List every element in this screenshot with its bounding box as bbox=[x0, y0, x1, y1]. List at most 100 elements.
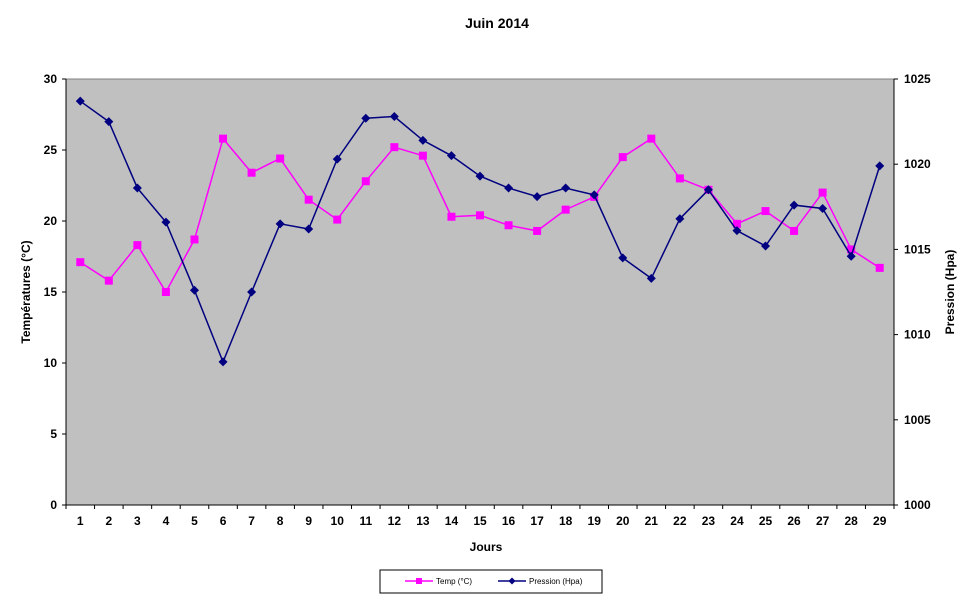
x-tick-label: 11 bbox=[359, 514, 372, 528]
data-point-temp bbox=[276, 154, 285, 163]
x-tick-label: 7 bbox=[248, 514, 255, 528]
data-point-temp bbox=[732, 219, 741, 228]
data-point-pression bbox=[189, 285, 199, 295]
x-tick-label: 24 bbox=[730, 514, 744, 528]
data-point-temp bbox=[390, 143, 399, 152]
left-tick-label: 25 bbox=[44, 143, 58, 157]
data-point-temp bbox=[361, 177, 370, 186]
left-tick-label: 30 bbox=[44, 72, 58, 86]
data-point-pression bbox=[132, 183, 142, 193]
x-tick-label: 10 bbox=[331, 514, 345, 528]
x-tick-label: 4 bbox=[163, 514, 170, 528]
data-point-pression bbox=[161, 217, 171, 227]
data-point-temp bbox=[675, 174, 684, 183]
x-tick-label: 17 bbox=[530, 514, 544, 528]
data-point-pression bbox=[561, 183, 571, 193]
data-point-pression bbox=[218, 357, 228, 367]
data-point-temp bbox=[104, 276, 113, 285]
left-tick-group: 0 5 10 15 20 25 30 bbox=[44, 72, 66, 512]
right-tick-label: 1005 bbox=[904, 413, 931, 427]
right-tick-label: 1025 bbox=[904, 72, 931, 86]
x-axis-label: Jours bbox=[470, 540, 503, 554]
data-point-pression bbox=[361, 113, 371, 123]
x-tick-label: 5 bbox=[191, 514, 198, 528]
x-axis-group: 1 2 3 4 5 6 7 8 9 10 11 12 13 14 15 16 17 18 19 20 21 22 23 24 2… bbox=[65, 504, 895, 528]
data-point-pression bbox=[732, 226, 742, 236]
data-point-temp bbox=[647, 134, 656, 143]
data-point-temp bbox=[447, 212, 456, 221]
x-tick-label: 13 bbox=[416, 514, 430, 528]
x-tick-label: 9 bbox=[305, 514, 312, 528]
legend: Temp (°C) Pression (Hpa) bbox=[379, 569, 603, 594]
x-tick-label: 19 bbox=[588, 514, 602, 528]
x-tick-label: 3 bbox=[134, 514, 141, 528]
left-tick-label: 5 bbox=[50, 427, 57, 441]
x-tick-label: 27 bbox=[816, 514, 830, 528]
data-point-pression bbox=[332, 154, 342, 164]
x-tick-label: 1 bbox=[77, 514, 84, 528]
data-point-temp bbox=[247, 168, 256, 177]
right-tick-label: 1010 bbox=[904, 328, 931, 342]
data-point-pression bbox=[703, 185, 713, 195]
data-point-temp bbox=[790, 226, 799, 235]
data-point-temp bbox=[476, 211, 484, 220]
x-tick-label: 20 bbox=[616, 514, 630, 528]
x-tick-label: 22 bbox=[673, 514, 687, 528]
left-tick-label: 15 bbox=[44, 285, 58, 299]
data-point-temp bbox=[847, 245, 856, 254]
x-tick-label: 12 bbox=[388, 514, 402, 528]
x-tick-label: 21 bbox=[645, 514, 659, 528]
y-axis-label-left: Températures (°C) bbox=[19, 240, 33, 343]
x-tick-label: 26 bbox=[787, 514, 801, 528]
data-point-pression bbox=[618, 253, 628, 263]
data-point-temp bbox=[533, 226, 542, 235]
data-point-pression bbox=[75, 96, 85, 106]
data-point-temp bbox=[133, 241, 142, 250]
right-tick-label: 1020 bbox=[904, 157, 931, 171]
data-point-temp bbox=[190, 235, 199, 244]
data-point-pression bbox=[532, 192, 542, 202]
left-tick-label: 20 bbox=[44, 214, 58, 228]
data-point-pression bbox=[875, 161, 885, 171]
data-point-pression bbox=[589, 190, 599, 200]
data-point-pression bbox=[846, 251, 856, 261]
data-point-pression bbox=[275, 219, 285, 229]
chart-title: Juin 2014 bbox=[465, 15, 529, 31]
x-tick-label: 2 bbox=[105, 514, 112, 528]
x-tick-label: 6 bbox=[220, 514, 227, 528]
x-tick-group: 1 2 3 4 5 6 7 8 9 10 11 12 13 14 15 16 17 18 19 20 21 22 23 24 2… bbox=[65, 505, 895, 528]
x-tick-label: 8 bbox=[277, 514, 284, 528]
legend-item-temp: Temp (°C) bbox=[405, 577, 472, 586]
left-axis-group: 0 5 10 15 20 25 30 bbox=[44, 72, 67, 512]
data-point-temp bbox=[875, 263, 884, 272]
data-point-temp bbox=[418, 151, 427, 160]
x-tick-label: 14 bbox=[445, 514, 459, 528]
data-point-pression bbox=[247, 287, 257, 297]
y-axis-label-right: Pression (Hpa) bbox=[943, 250, 957, 335]
x-tick-label: 25 bbox=[759, 514, 773, 528]
x-tick-label: 15 bbox=[473, 514, 487, 528]
data-point-temp bbox=[304, 195, 313, 204]
data-point-pression bbox=[761, 241, 771, 251]
right-axis-group: 1000 1005 1010 1015 1020 1025 bbox=[893, 72, 931, 512]
x-tick-label: 23 bbox=[702, 514, 716, 528]
data-point-temp bbox=[818, 188, 827, 197]
legend-label-temp: Temp (°C) bbox=[436, 577, 472, 586]
data-point-temp bbox=[761, 207, 770, 216]
legend-box bbox=[379, 569, 603, 594]
x-tick-label: 29 bbox=[873, 514, 887, 528]
data-point-pression bbox=[504, 183, 514, 193]
data-point-temp bbox=[219, 134, 228, 143]
data-point-pression bbox=[446, 151, 456, 161]
data-point-pression bbox=[675, 214, 685, 224]
data-point-temp bbox=[504, 221, 513, 230]
left-tick-label: 0 bbox=[50, 498, 57, 512]
data-point-pression bbox=[789, 200, 799, 210]
data-point-pression bbox=[646, 273, 656, 283]
right-tick-group: 1000 1005 1010 1015 1020 1025 bbox=[894, 72, 931, 512]
data-point-temp bbox=[161, 288, 170, 296]
data-point-pression bbox=[104, 117, 114, 127]
data-point-pression bbox=[304, 224, 314, 234]
data-point-pression bbox=[475, 171, 485, 181]
right-tick-label: 1015 bbox=[904, 242, 931, 256]
